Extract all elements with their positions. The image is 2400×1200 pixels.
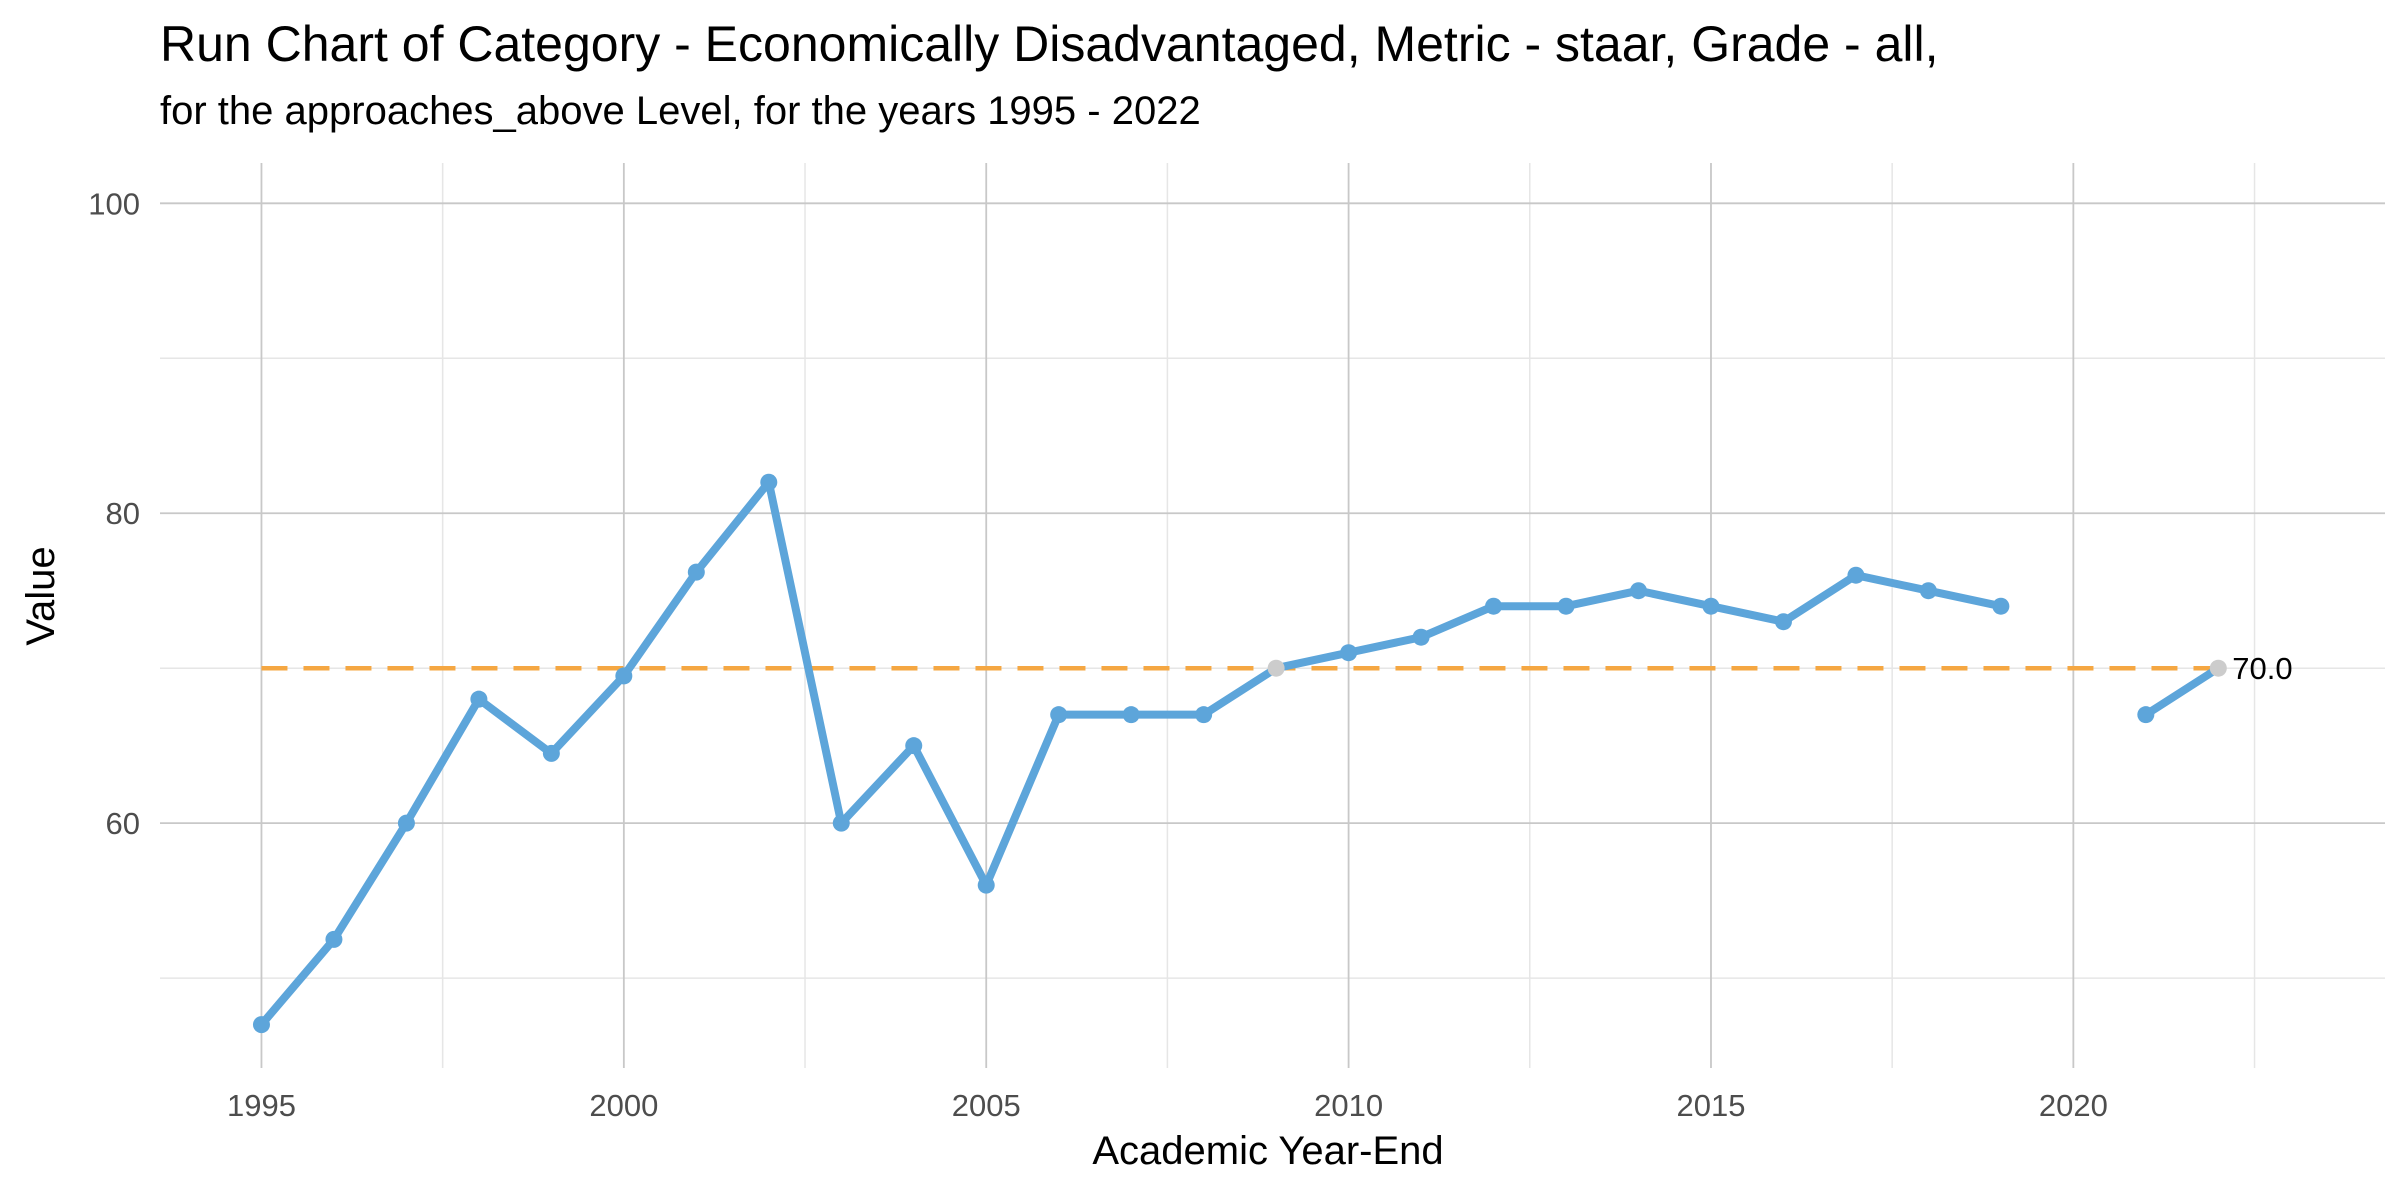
x-tick-label: 2010 bbox=[1314, 1088, 1383, 1123]
data-point bbox=[1702, 597, 1720, 615]
x-axis-ticks: 1995 2000 2005 2010 2015 2020 bbox=[227, 1088, 2108, 1123]
data-point bbox=[252, 1016, 270, 1034]
x-tick-label: 1995 bbox=[227, 1088, 296, 1123]
x-tick-label: 2020 bbox=[2039, 1088, 2108, 1123]
chart-subtitle: for the approaches_above Level, for the … bbox=[160, 89, 1201, 133]
y-tick-label: 60 bbox=[106, 806, 140, 841]
data-point bbox=[760, 473, 778, 491]
x-tick-label: 2015 bbox=[1676, 1088, 1745, 1123]
data-point bbox=[615, 667, 633, 685]
data-point bbox=[397, 814, 415, 832]
data-point bbox=[1919, 582, 1937, 600]
data-point bbox=[1340, 644, 1358, 662]
x-tick-label: 2000 bbox=[589, 1088, 658, 1123]
minor-gridlines bbox=[160, 163, 2385, 1068]
end-value-label: 70.0 bbox=[2232, 651, 2292, 686]
data-point bbox=[1122, 706, 1140, 724]
series-line-segment bbox=[257, 478, 2005, 1029]
data-point bbox=[1485, 597, 1503, 615]
data-point bbox=[1992, 597, 2010, 615]
data-point bbox=[687, 563, 705, 581]
data-point bbox=[542, 744, 560, 762]
data-point bbox=[905, 737, 923, 755]
y-axis-title: Value bbox=[19, 546, 63, 645]
series-line-segment bbox=[2141, 664, 2223, 719]
data-point bbox=[832, 814, 850, 832]
y-tick-label: 80 bbox=[106, 496, 140, 531]
major-gridlines bbox=[160, 163, 2385, 1068]
data-point bbox=[1050, 706, 1068, 724]
data-point bbox=[2137, 706, 2155, 724]
data-label-layer: 70.0 bbox=[2232, 651, 2292, 686]
y-tick-label: 100 bbox=[88, 186, 140, 221]
data-point bbox=[2209, 659, 2227, 677]
data-point bbox=[325, 930, 343, 948]
data-point bbox=[1267, 659, 1285, 677]
x-tick-label: 2005 bbox=[952, 1088, 1021, 1123]
y-axis-ticks: 60 80 100 bbox=[88, 186, 140, 841]
data-point bbox=[1412, 628, 1430, 646]
data-point bbox=[1847, 566, 1865, 584]
data-point bbox=[1630, 582, 1648, 600]
data-point bbox=[1557, 597, 1575, 615]
data-point bbox=[1195, 706, 1213, 724]
data-point bbox=[977, 876, 995, 894]
chart-title: Run Chart of Category - Economically Dis… bbox=[160, 16, 1939, 72]
data-point bbox=[470, 690, 488, 708]
data-point bbox=[1774, 613, 1792, 631]
series-points-layer bbox=[252, 473, 2227, 1034]
x-axis-title: Academic Year-End bbox=[1092, 1129, 1443, 1173]
